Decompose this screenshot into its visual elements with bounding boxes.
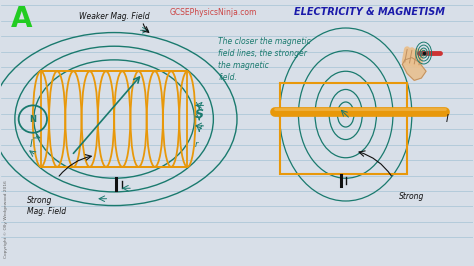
Text: The closer the magnetic
field lines, the stronger
the magnetic
field.: The closer the magnetic field lines, the…	[218, 37, 311, 81]
Bar	[280, 83, 407, 174]
Text: I: I	[30, 139, 33, 149]
Polygon shape	[402, 58, 426, 80]
Text: A: A	[11, 5, 33, 33]
Text: N: N	[29, 115, 36, 123]
Text: S: S	[195, 108, 204, 121]
Text: ELECTRICITY & MAGNETISM: ELECTRICITY & MAGNETISM	[294, 7, 445, 17]
Text: Copyright © Olly Wedgewood 2016: Copyright © Olly Wedgewood 2016	[4, 180, 8, 258]
Text: r: r	[195, 140, 199, 149]
Text: I: I	[446, 114, 449, 124]
Bar	[41, 71, 187, 167]
Text: GCSEPhysicsNinja.com: GCSEPhysicsNinja.com	[170, 7, 257, 16]
Text: Strong: Strong	[399, 192, 425, 201]
Text: Weaker Mag. Field: Weaker Mag. Field	[79, 12, 149, 21]
Text: Strong
Mag. Field: Strong Mag. Field	[27, 197, 66, 216]
